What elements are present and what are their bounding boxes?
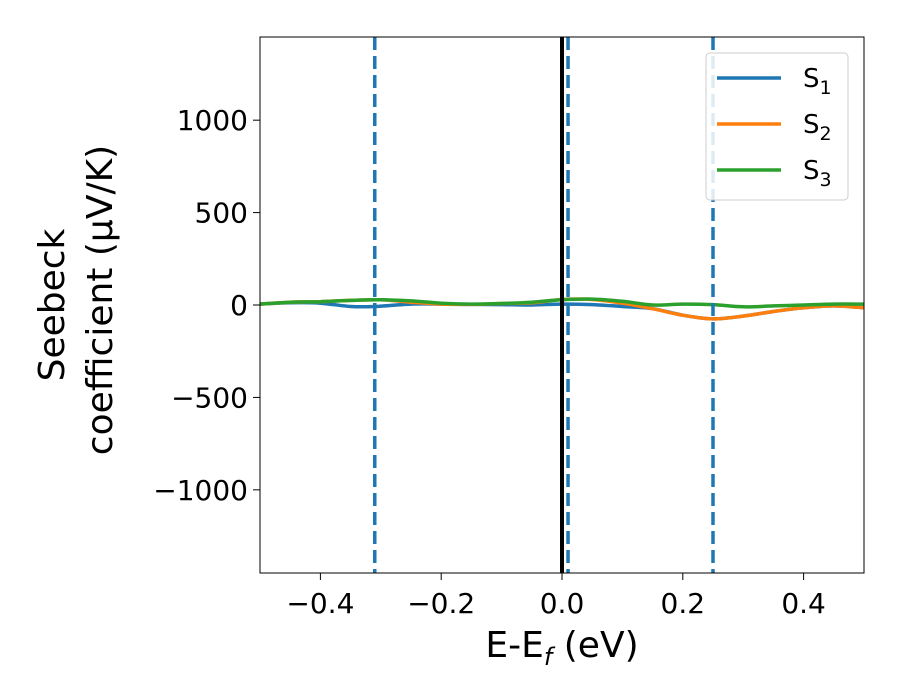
y-axis-label-line1: Seebeck (32, 228, 73, 381)
x-tick-label: 0.0 (540, 587, 585, 620)
axis-ticks: −0.4 −0.2 0.0 0.2 0.4 1000 500 0 −500 −1000 (153, 104, 826, 620)
x-tick-label: −0.4 (286, 587, 354, 620)
y-tick-label: 1000 (177, 104, 248, 137)
legend: S1 S2 S3 (705, 52, 849, 201)
legend-box (705, 52, 849, 201)
y-tick-label: −1000 (153, 474, 248, 507)
y-tick-label: −500 (171, 381, 248, 414)
y-tick-label: 500 (195, 197, 248, 230)
x-tick-label: 0.2 (661, 587, 706, 620)
x-tick-label: 0.4 (781, 587, 826, 620)
x-axis-label: E-Ef (eV) (485, 625, 638, 671)
legend-label-s2: S2 (803, 110, 832, 145)
x-tick-label: −0.2 (407, 587, 475, 620)
y-tick-label: 0 (230, 289, 248, 322)
legend-label-s3: S3 (803, 156, 832, 191)
plot-area (259, 37, 865, 573)
y-axis-label-line2: coefficient (μV/K) (80, 145, 121, 455)
legend-label-s1: S1 (803, 64, 832, 99)
